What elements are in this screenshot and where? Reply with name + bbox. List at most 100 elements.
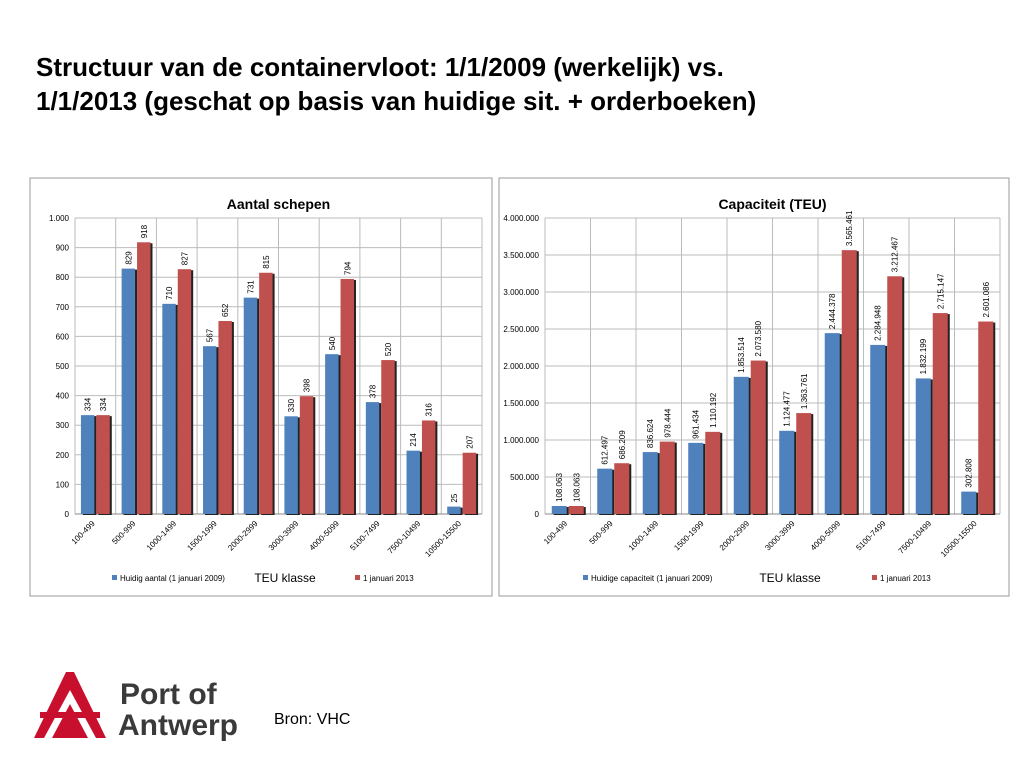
bar [915, 378, 931, 514]
data-label: 961.434 [692, 409, 701, 438]
data-label: 540 [328, 336, 337, 350]
slide-title-line: Structuur van de containervloot: 1/1/200… [36, 52, 724, 82]
data-label: 827 [180, 251, 189, 265]
bar [978, 321, 994, 514]
y-tick-label: 0 [535, 510, 540, 519]
bar [243, 297, 258, 514]
data-label: 612.497 [601, 435, 610, 464]
data-label: 108.063 [572, 473, 581, 502]
bar [932, 313, 948, 514]
data-label: 1.832.199 [919, 338, 928, 374]
data-label: 2.284.948 [874, 305, 883, 341]
y-tick-label: 500 [56, 362, 70, 371]
logo-mark [40, 712, 100, 718]
legend-swatch [583, 575, 588, 580]
data-label: 25 [450, 493, 459, 502]
y-tick-label: 600 [56, 332, 70, 341]
bar [551, 506, 567, 514]
bar [779, 430, 795, 514]
data-label: 2.444.378 [828, 293, 837, 329]
bar [96, 415, 110, 514]
y-tick-label: 400 [56, 392, 70, 401]
bar [642, 452, 658, 514]
bar [121, 268, 136, 514]
legend-swatch [355, 575, 360, 580]
y-tick-label: 0 [65, 510, 70, 519]
y-tick-label: 100 [56, 480, 70, 489]
bar [218, 321, 232, 514]
y-tick-label: 3.500.000 [503, 251, 539, 260]
bar [299, 396, 314, 514]
bar [259, 272, 273, 514]
data-label: 378 [369, 384, 378, 398]
data-label: 978.444 [663, 408, 672, 437]
bar [340, 278, 354, 514]
bar [203, 346, 217, 514]
data-label: 918 [140, 224, 149, 238]
legend-swatch [872, 575, 877, 580]
data-label: 316 [425, 403, 434, 417]
data-label: 1.124.477 [783, 391, 792, 427]
data-label: 794 [343, 261, 352, 275]
x-axis-label: TEU klasse [759, 571, 821, 585]
bar [705, 431, 721, 514]
bar [750, 360, 766, 514]
legend-label: Huidig aantal (1 januari 2009) [120, 574, 225, 583]
y-tick-label: 200 [56, 451, 70, 460]
chart-title: Aantal schepen [227, 196, 330, 212]
bar [659, 441, 675, 514]
legend-label: 1 januari 2013 [880, 574, 931, 583]
data-label: 686.209 [618, 430, 627, 459]
y-tick-label: 900 [56, 244, 70, 253]
bar [421, 420, 436, 514]
y-tick-label: 1.000 [49, 214, 70, 223]
logo: Port of Antwerp [34, 672, 238, 742]
data-label: 302.808 [965, 458, 974, 487]
logo-text: Port of [120, 678, 218, 711]
logo-text: Antwerp [118, 709, 238, 742]
logo-mark [52, 704, 88, 738]
data-label: 2.601.086 [982, 281, 991, 317]
data-label: 108.063 [555, 473, 564, 502]
y-tick-label: 4.000.000 [503, 214, 539, 223]
data-label: 567 [206, 328, 215, 342]
logo-mark [34, 672, 106, 738]
data-label: 3.212.467 [891, 236, 900, 272]
y-tick-label: 3.000.000 [503, 288, 539, 297]
data-label: 398 [303, 378, 312, 392]
bar [137, 242, 151, 514]
y-tick-label: 2.000.000 [503, 362, 539, 371]
bar [447, 506, 461, 514]
x-axis-label: TEU klasse [254, 571, 316, 585]
bar [733, 376, 749, 514]
data-label: 207 [465, 435, 474, 449]
bar [841, 250, 857, 514]
data-label: 1.853.514 [737, 337, 746, 373]
legend-label: 1 januari 2013 [363, 574, 414, 583]
legend-swatch [112, 575, 117, 580]
data-label: 710 [165, 286, 174, 300]
data-label: 652 [221, 303, 230, 317]
y-tick-label: 500.000 [510, 473, 539, 482]
y-tick-label: 700 [56, 303, 70, 312]
data-label: 330 [287, 398, 296, 412]
chart-title: Capaciteit (TEU) [718, 196, 826, 212]
data-label: 731 [246, 280, 255, 294]
y-tick-label: 300 [56, 421, 70, 430]
source: Bron: VHC [274, 711, 350, 728]
data-label: 214 [409, 433, 418, 447]
legend-label: Huidige capaciteit (1 januari 2009) [591, 574, 713, 583]
y-tick-label: 800 [56, 273, 70, 282]
bar [284, 416, 298, 514]
data-label: 3.565.461 [845, 210, 854, 246]
data-label: 829 [124, 251, 133, 265]
bar [406, 450, 420, 514]
data-label: 815 [262, 255, 271, 269]
y-tick-label: 1.500.000 [503, 399, 539, 408]
bar [177, 269, 192, 514]
data-label: 2.073.580 [754, 320, 763, 356]
bar [961, 491, 977, 514]
bar [462, 452, 477, 514]
